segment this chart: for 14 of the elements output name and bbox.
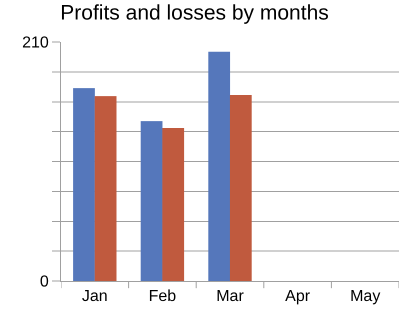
bar: [73, 88, 95, 281]
y-tick-label: 210: [22, 34, 49, 52]
chart-title: Profits and losses by months: [60, 2, 329, 25]
y-tick-label: 0: [40, 274, 49, 291]
x-tick-label: Jan: [82, 288, 108, 306]
x-tick-label: Mar: [216, 288, 244, 306]
x-tick-label: Apr: [285, 288, 311, 306]
bar: [208, 52, 230, 281]
x-tick-label: Feb: [148, 288, 176, 306]
bar: [230, 94, 252, 281]
x-tick-label: May: [350, 288, 380, 306]
bar: [162, 128, 184, 281]
bar: [94, 96, 116, 281]
bar: [140, 121, 162, 281]
